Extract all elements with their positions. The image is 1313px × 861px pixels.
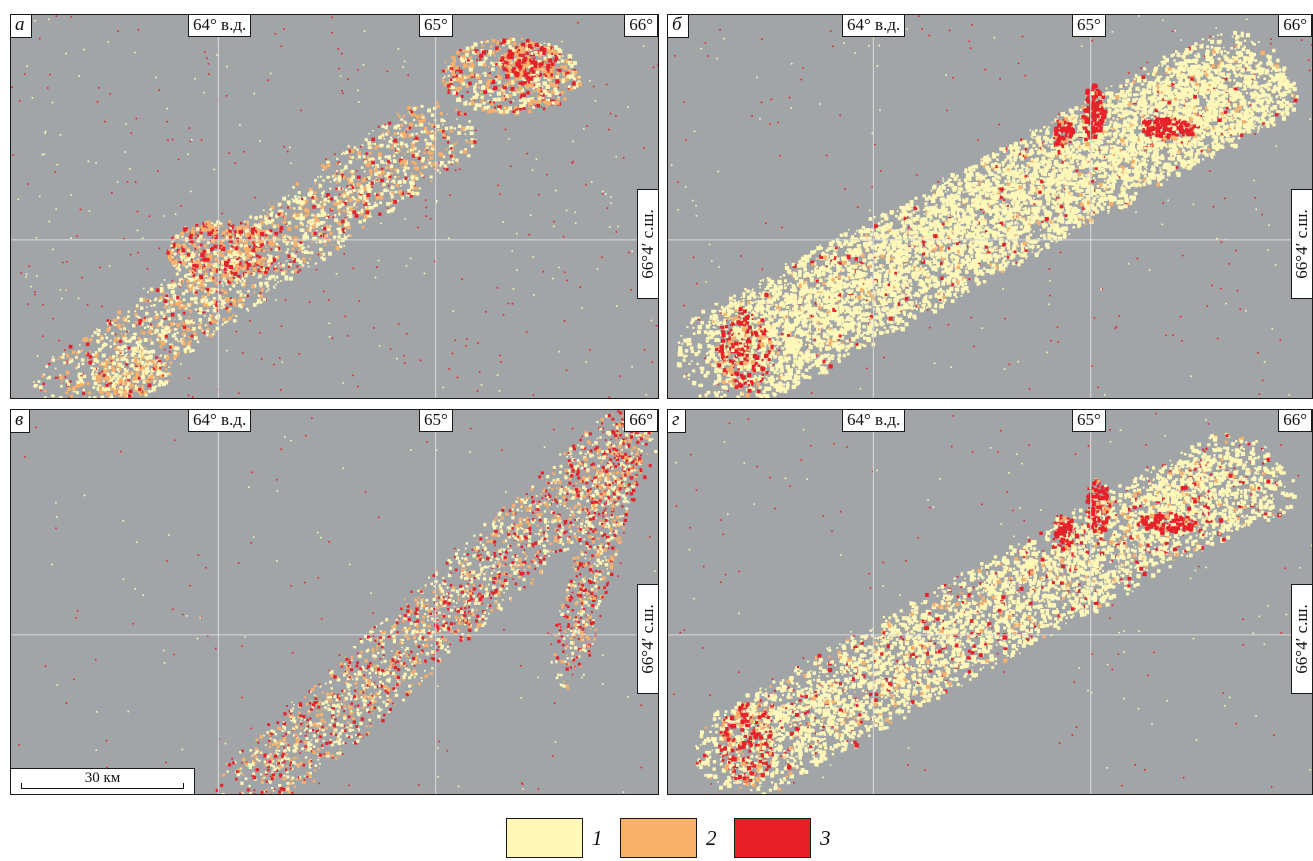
map-panel-g: г 64° в.д. 65° 66° 66°4′ с.ш. [667, 409, 1313, 795]
lon-label-66: 66° [1278, 410, 1312, 432]
legend: 1 2 3 [506, 818, 906, 860]
legend-label-2: 2 [706, 826, 717, 851]
legend-swatch-1 [506, 818, 583, 858]
lon-label-64: 64° в.д. [188, 15, 252, 37]
lon-label-64: 64° в.д. [188, 410, 252, 432]
lon-label-64: 64° в.д. [842, 15, 906, 37]
legend-swatch-2 [620, 818, 697, 858]
map-panel-b: б 64° в.д. 65° 66° 66°4′ с.ш. [667, 14, 1313, 399]
legend-swatch-3 [734, 818, 811, 858]
lat-label: 66°4′ с.ш. [637, 584, 658, 694]
lon-label-66: 66° [624, 15, 658, 37]
lat-label: 66°4′ с.ш. [1291, 584, 1312, 694]
lon-label-65: 65° [1072, 15, 1106, 37]
lon-label-64: 64° в.д. [842, 410, 906, 432]
map-panel-v: в 64° в.д. 65° 66° 66°4′ с.ш. 30 км [10, 409, 659, 795]
lon-label-66: 66° [1278, 15, 1312, 37]
panel-label: г [668, 410, 687, 433]
map-panel-a: а 64° в.д. 65° 66° 66°4′ с.ш. [10, 14, 659, 399]
lon-label-65: 65° [419, 410, 453, 432]
map-b-canvas [668, 15, 1312, 398]
lon-label-65: 65° [1072, 410, 1106, 432]
scale-label: 30 км [11, 770, 194, 787]
lat-label: 66°4′ с.ш. [637, 189, 658, 299]
map-v-canvas [11, 410, 658, 794]
scale-bar: 30 км [11, 768, 195, 794]
legend-label-1: 1 [592, 826, 603, 851]
map-a-canvas [11, 15, 658, 398]
map-g-canvas [668, 410, 1312, 794]
lon-label-65: 65° [419, 15, 453, 37]
panel-label: в [11, 410, 31, 433]
panel-label: а [11, 15, 32, 38]
legend-label-3: 3 [820, 826, 831, 851]
lon-label-66: 66° [624, 410, 658, 432]
lat-label: 66°4′ с.ш. [1291, 189, 1312, 299]
scale-line [21, 783, 184, 789]
panel-label: б [668, 15, 689, 38]
